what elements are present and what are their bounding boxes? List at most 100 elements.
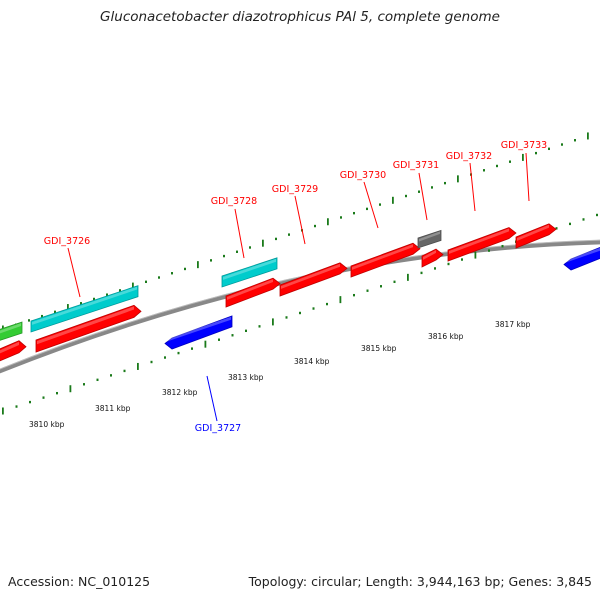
inner-tick-mark (407, 273, 409, 281)
outer-tick-mark (249, 246, 251, 249)
outer-tick-mark (483, 169, 485, 172)
inner-tick-mark (555, 227, 558, 230)
gene-arrow-reverse[interactable] (164, 315, 233, 350)
inner-tick-mark (218, 338, 220, 341)
outer-tick-mark (444, 181, 446, 185)
outer-tick-mark (314, 224, 316, 228)
outer-tick-mark (366, 207, 368, 211)
inner-tick-mark (204, 340, 207, 348)
gene-arrow-forward[interactable] (447, 227, 517, 262)
genome-summary-text: Topology: circular; Length: 3,944,163 bp… (248, 574, 592, 589)
outer-tick-mark (457, 175, 459, 183)
gene-leader-line (67, 247, 81, 298)
outer-tick-mark (54, 310, 56, 314)
outer-tick-mark (548, 147, 550, 151)
gene-label[interactable]: GDI_3730 (340, 170, 386, 181)
gene-arrow-reverse-highlight (565, 247, 600, 263)
outer-tick-mark (119, 289, 121, 292)
inner-tick-mark (380, 285, 382, 288)
inner-tick-mark (272, 318, 274, 326)
gene-leader-line (469, 162, 476, 212)
gene-label[interactable]: GDI_3729 (272, 184, 318, 195)
outer-tick-mark (522, 153, 524, 161)
gene-arrow-reverse-highlight (166, 316, 231, 342)
gene-label[interactable]: GDI_3733 (501, 140, 547, 151)
gene-label[interactable]: GDI_3732 (446, 151, 492, 162)
gene-arrow-forward[interactable] (35, 304, 142, 353)
gene-arrow-forward[interactable] (225, 277, 281, 308)
gene-label[interactable]: GDI_3731 (393, 160, 439, 171)
inner-tick-mark (366, 289, 369, 292)
position-label: 3811 kbp (95, 404, 131, 413)
outer-tick-mark (535, 151, 537, 155)
gene-arrow-forward-highlight (423, 250, 436, 260)
outer-tick-mark (340, 216, 342, 219)
inner-tick-mark (177, 351, 180, 355)
outer-tick-mark (184, 267, 186, 271)
inner-tick-mark (285, 316, 288, 319)
outer-tick-mark (223, 254, 225, 258)
position-label: 3815 kbp (361, 344, 397, 353)
position-label: 3812 kbp (162, 388, 198, 397)
gene-arrow-rna[interactable] (221, 257, 278, 288)
gene-arrow-reverse[interactable] (563, 245, 600, 271)
gene-arrow-forward[interactable] (350, 242, 421, 278)
outer-tick-mark (28, 319, 30, 322)
inner-tick-mark (29, 400, 31, 404)
inner-tick-mark (2, 407, 4, 415)
outer-tick-mark (210, 259, 212, 262)
position-label: 3813 kbp (228, 373, 264, 382)
outer-tick-mark (327, 218, 329, 226)
gene-arrow-forward[interactable] (515, 223, 557, 249)
outer-tick-mark (236, 250, 238, 253)
gene-arrow-forward-highlight (352, 244, 413, 270)
gene-leader-line (234, 208, 245, 259)
gene-arrow-forward[interactable] (421, 248, 444, 268)
gene-arrow-pseudo[interactable] (417, 229, 442, 249)
inner-tick-mark (312, 307, 315, 310)
outer-tick-mark (145, 280, 147, 284)
gene-label[interactable]: GDI_3726 (44, 236, 90, 247)
position-label: 3814 kbp (294, 357, 330, 366)
inner-tick-mark (434, 267, 436, 270)
gene-leader-line (206, 375, 218, 422)
outer-tick-mark (574, 139, 576, 142)
inner-tick-mark (69, 385, 72, 393)
outer-tick-mark (106, 293, 108, 296)
gene-arrow-forward-highlight (281, 263, 340, 289)
inner-tick-mark (245, 329, 247, 333)
gene-label[interactable]: GDI_3728 (211, 196, 257, 207)
gene-label[interactable]: GDI_3727 (195, 423, 241, 434)
position-label: 3816 kbp (428, 332, 464, 341)
inner-tick-mark (15, 405, 18, 408)
gene-arrow-forward-highlight (37, 306, 134, 345)
inner-tick-mark (42, 396, 45, 399)
gene-arrow-rna[interactable] (30, 285, 139, 333)
position-label: 3817 kbp (495, 320, 531, 329)
outer-tick-mark (67, 304, 69, 312)
gene-arrow-forward-highlight (0, 341, 19, 354)
gene-leader-line (294, 195, 306, 245)
gene-arrow-other[interactable] (0, 321, 23, 342)
gene-arrow-forward-highlight (449, 228, 509, 254)
outer-tick-mark (496, 164, 498, 168)
gene-leader-line (525, 152, 530, 202)
outer-tick-mark (379, 203, 381, 206)
gene-arrow-forward[interactable] (0, 340, 27, 363)
inner-tick-mark (123, 369, 126, 373)
gene-arrow-pseudo-highlight (419, 231, 440, 242)
gene-arrow-forward[interactable] (279, 262, 348, 297)
inner-tick-mark (326, 302, 328, 306)
inner-tick-mark (137, 362, 139, 370)
inner-tick-mark (447, 262, 450, 266)
outer-tick-mark (93, 297, 95, 301)
accession-text: Accession: NC_010125 (8, 574, 151, 589)
gene-arrow-forward-highlight (517, 224, 549, 241)
inner-tick-mark (488, 249, 490, 252)
outer-tick-mark (431, 186, 433, 189)
inner-tick-mark (353, 293, 355, 297)
inner-tick-mark (474, 251, 477, 259)
inner-tick-mark (596, 213, 598, 217)
outer-tick-mark (353, 211, 355, 215)
